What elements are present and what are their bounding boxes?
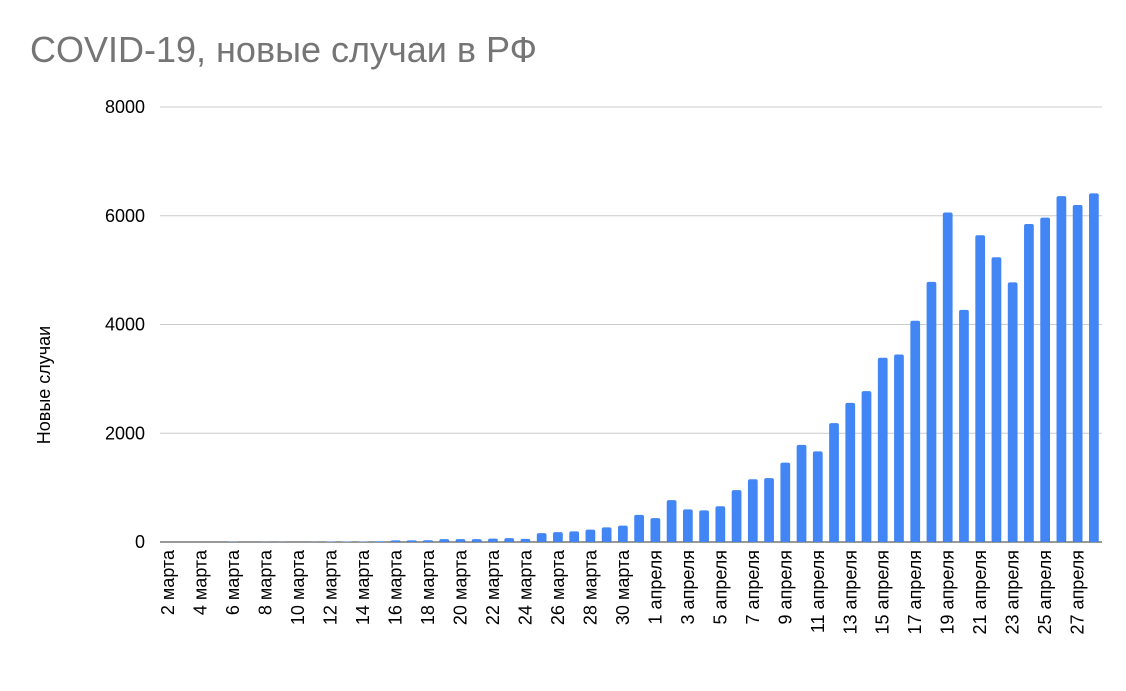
bar [569,531,579,542]
x-tick-label: 23 апреля [1003,550,1023,634]
bar [374,541,384,542]
x-tick-label: 7 апреля [743,550,763,624]
x-tick-label: 3 апреля [678,550,698,624]
bar [504,538,514,542]
x-tick-label: 12 марта [321,549,341,625]
bar [439,539,449,542]
x-tick-label: 2 марта [158,549,178,615]
bar [1008,282,1018,542]
bar [878,358,888,542]
bar [650,518,660,542]
x-tick-label: 1 апреля [645,550,665,624]
x-tick-label: 8 марта [256,549,276,615]
bar [407,540,417,542]
bar [1024,224,1034,542]
bar [715,506,725,542]
bar [943,212,953,542]
x-tick-label: 22 марта [483,549,503,625]
x-tick-label: 15 апреля [873,550,893,634]
bar [780,463,790,542]
bar [992,257,1002,542]
x-tick-label: 5 апреля [710,550,730,624]
bar [537,533,547,542]
y-tick-label: 4000 [105,315,145,335]
x-tick-label: 19 апреля [938,550,958,634]
bar [423,540,433,542]
x-tick-label: 4 марта [191,549,211,615]
y-tick-label: 2000 [105,423,145,443]
bar [975,235,985,542]
x-tick-label: 14 марта [353,549,373,625]
bar [764,478,774,542]
x-tick-label: 9 апреля [775,550,795,624]
bar [1040,218,1050,542]
bar [1073,205,1083,542]
x-tick-label: 10 марта [288,549,308,625]
x-tick-label: 13 апреля [840,550,860,634]
bar [521,539,531,542]
x-tick-label: 28 марта [580,549,600,625]
y-tick-label: 0 [135,532,145,552]
x-tick-label: 25 апреля [1035,550,1055,634]
chart-title: COVID-19, новые случаи в РФ [30,29,537,70]
x-tick-label: 18 марта [418,549,438,625]
x-tick-label: 26 марта [548,549,568,625]
bar [488,539,498,542]
x-tick-label: 11 апреля [808,550,828,633]
bar [553,532,563,542]
x-tick-label: 20 марта [450,549,470,625]
bar [618,526,628,542]
bar [391,540,401,542]
x-tick-label: 17 апреля [905,550,925,634]
x-tick-label: 6 марта [223,549,243,615]
x-tick-label: 24 марта [515,549,535,625]
y-tick-label: 6000 [105,206,145,226]
bar [910,321,920,542]
bar [586,530,596,542]
bar [748,479,758,542]
bar [602,527,612,542]
bar [862,391,872,542]
bar [456,539,466,542]
bar [959,310,969,542]
bar [667,500,677,542]
bar [894,355,904,542]
bar [732,490,742,542]
y-axis-title: Новые случаи [34,326,54,444]
x-tick-label: 30 марта [613,549,633,625]
bar [472,539,482,542]
bar [829,423,839,542]
x-tick-label: 16 марта [386,549,406,625]
bar [1089,193,1099,542]
bar [1057,196,1067,542]
bar [845,403,855,542]
x-tick-label: 21 апреля [970,550,990,634]
x-tick-label: 27 апреля [1068,550,1088,634]
bar [813,451,823,542]
y-tick-label: 8000 [105,97,145,117]
bar [683,509,693,542]
bar [634,515,644,542]
bar [927,282,937,542]
bar [797,445,807,542]
bar [699,510,709,542]
